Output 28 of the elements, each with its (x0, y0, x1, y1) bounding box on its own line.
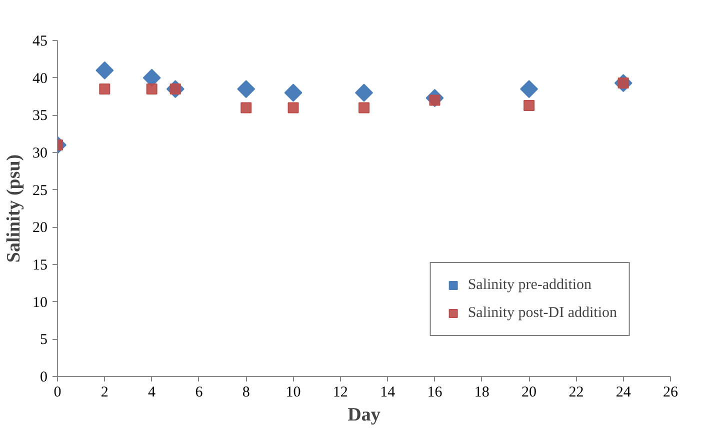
x-tick-label: 20 (522, 384, 537, 400)
y-tick-label: 30 (32, 146, 48, 162)
x-axis-title: Day (348, 404, 381, 426)
y-tick-label: 15 (32, 258, 48, 274)
x-tick-label: 12 (332, 384, 348, 400)
legend-label: Salinity post-DI addition (468, 304, 617, 322)
y-tick-label: 0 (40, 370, 48, 386)
x-tick-label: 2 (100, 384, 108, 400)
y-tick-label: 25 (32, 182, 48, 199)
x-tick-label: 6 (195, 384, 204, 400)
y-tick-label: 10 (32, 294, 48, 311)
x-tick-label: 14 (380, 384, 396, 400)
x-tick-label: 16 (427, 384, 443, 400)
legend-label: Salinity pre-addition (468, 276, 592, 294)
y-axis-title: Salinity (psu) (4, 154, 24, 263)
y-tick-label: 40 (32, 70, 48, 87)
x-tick-label: 8 (242, 384, 250, 400)
x-tick-label: 24 (616, 384, 632, 400)
y-tick-label: 35 (32, 108, 48, 124)
x-tick-label: 0 (54, 384, 62, 400)
y-tick-label: 5 (40, 332, 48, 348)
y-tick-label: 20 (32, 220, 48, 236)
x-tick-label: 26 (663, 384, 678, 400)
x-tick-label: 4 (148, 384, 156, 400)
x-tick-label: 10 (286, 384, 301, 400)
x-tick-label: 22 (568, 384, 584, 400)
y-tick-label: 45 (32, 34, 48, 50)
x-tick-label: 18 (474, 384, 490, 400)
